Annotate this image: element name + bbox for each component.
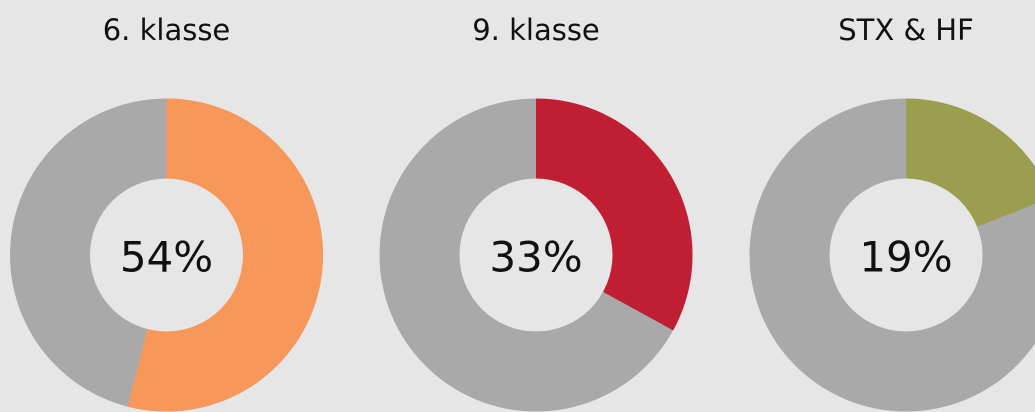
- value-label: 33%: [489, 233, 582, 282]
- value-label: 19%: [859, 233, 952, 282]
- donut-hole: [459, 178, 613, 332]
- donut-hole: [829, 178, 983, 332]
- chart-title: STX & HF: [838, 13, 974, 47]
- donut-hole: [90, 178, 243, 332]
- value-label: 54%: [120, 233, 213, 282]
- chart-title: 6. klasse: [103, 13, 231, 47]
- chart-title: 9. klasse: [472, 13, 600, 47]
